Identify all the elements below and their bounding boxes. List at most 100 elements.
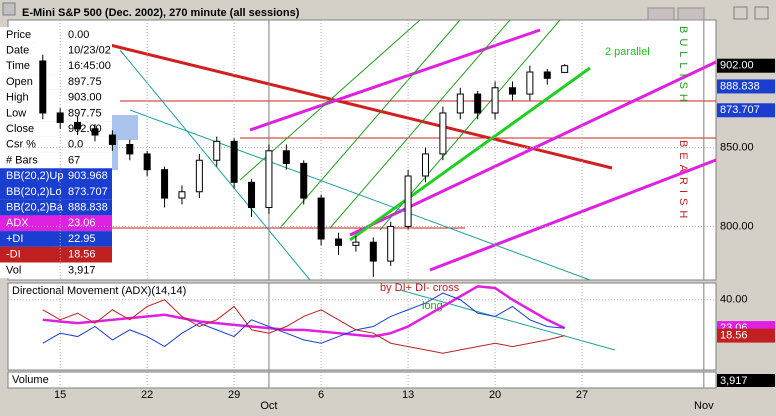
data-row: [0, 184, 112, 200]
candle-body: [230, 140, 238, 183]
data-window: Price 0.00 Date 10/23/02 Time 16:45:00 Open 897…: [0, 27, 112, 279]
data-value: 22.95: [68, 233, 96, 245]
price-tag: [717, 103, 775, 118]
candle-body: [352, 241, 360, 246]
candle-body: [508, 87, 516, 95]
toolbar-button[interactable]: [647, 7, 675, 21]
price-tag-label: 902.00: [720, 60, 754, 72]
data-row: [0, 42, 112, 59]
indicator-line: [42, 285, 566, 338]
data-value: 897.75: [68, 107, 102, 119]
data-label: Open: [6, 76, 33, 88]
price-panel: [7, 19, 717, 281]
data-value: 903.00: [68, 92, 102, 104]
price-tag: [717, 58, 775, 73]
data-value: 0.00: [68, 29, 89, 41]
indicator-line: [42, 299, 565, 354]
candle-body: [369, 241, 377, 262]
candle-body: [161, 169, 169, 199]
data-label: ADX: [6, 217, 29, 229]
candle-body: [526, 71, 534, 95]
indicator-line: [42, 292, 565, 348]
data-value: 873.707: [68, 186, 108, 198]
candle-body: [39, 60, 47, 114]
data-value: 0.0: [68, 139, 83, 151]
data-value: 888.838: [68, 201, 108, 213]
candle-body: [108, 134, 116, 145]
candle-body: [300, 162, 308, 199]
data-value: 897.75: [68, 76, 102, 88]
window-icon[interactable]: [2, 2, 16, 16]
annotation: long: [422, 300, 443, 312]
candle-body: [248, 181, 256, 209]
x-tick-label: Nov: [694, 400, 714, 412]
candle-body: [195, 159, 203, 193]
y-tick-label: 850.00: [720, 142, 754, 154]
candle-body: [474, 93, 482, 114]
candle-body: [74, 121, 82, 130]
price-tag-label: 873.707: [720, 104, 760, 116]
candle-body: [91, 128, 99, 136]
price-tag: [717, 79, 775, 94]
price-tag-label: 3,917: [720, 375, 748, 387]
data-row: [0, 262, 112, 279]
candle-body: [126, 143, 134, 155]
data-row: [0, 27, 112, 43]
x-tick-label: 29: [228, 389, 240, 401]
price-tag-label: 888.838: [720, 80, 760, 92]
data-row: [0, 168, 112, 184]
data-label: High: [6, 92, 29, 104]
data-row: [0, 58, 112, 75]
candle-body: [543, 71, 551, 79]
candle-body: [491, 87, 499, 114]
x-tick-label: 22: [141, 389, 153, 401]
data-row: [0, 231, 112, 247]
data-label: Date: [6, 44, 29, 56]
candle-body: [56, 112, 64, 123]
panel-title: Directional Movement (ADX)(14,14): [12, 285, 186, 297]
data-label: Close: [6, 123, 34, 135]
y-tick-label: 800.00: [720, 220, 754, 232]
data-value: 18.56: [68, 249, 96, 261]
data-label: Csr %: [6, 139, 36, 151]
close-button[interactable]: [754, 6, 769, 20]
data-row: [0, 105, 112, 122]
data-label: +DI: [6, 233, 23, 245]
x-tick-label: 20: [489, 389, 501, 401]
price-tag: [717, 328, 775, 343]
candle-body: [282, 150, 290, 164]
data-row: [0, 89, 112, 106]
data-row: [0, 152, 112, 169]
annotation: BULLISH: [677, 26, 689, 107]
data-value: 3,917: [68, 264, 96, 276]
data-row: [0, 199, 112, 216]
data-value: 67: [68, 154, 80, 166]
data-label: Price: [6, 29, 31, 41]
adx-panel: [7, 282, 717, 371]
x-tick-label: 15: [54, 389, 66, 401]
y-tick-label: 40.00: [720, 294, 748, 306]
data-label: Time: [6, 60, 30, 72]
x-tick-label: 6: [318, 389, 324, 401]
data-row: [0, 74, 112, 90]
price-tag-label: 18.56: [720, 330, 748, 342]
x-tick-label: Oct: [260, 400, 277, 412]
price-tag: [717, 374, 775, 387]
data-label: BB(20,2)Up: [6, 170, 63, 182]
candle-body: [143, 153, 151, 171]
toolbar-button[interactable]: [677, 7, 705, 21]
data-label: BB(20,2)Ba: [6, 201, 64, 213]
volume-panel: [7, 371, 717, 389]
candle-body: [317, 197, 325, 240]
candle-body: [439, 112, 447, 155]
data-label: # Bars: [6, 154, 38, 166]
data-row: [0, 215, 112, 232]
candle-body: [178, 191, 186, 199]
data-value: 903.968: [68, 170, 108, 182]
chart-title: E-Mini S&P 500 (Dec. 2002), 270 minute (…: [22, 7, 300, 19]
minimize-button[interactable]: [733, 6, 748, 20]
candle-body: [561, 65, 569, 73]
panel-title: Volume: [12, 374, 49, 386]
candle-body: [387, 225, 395, 262]
